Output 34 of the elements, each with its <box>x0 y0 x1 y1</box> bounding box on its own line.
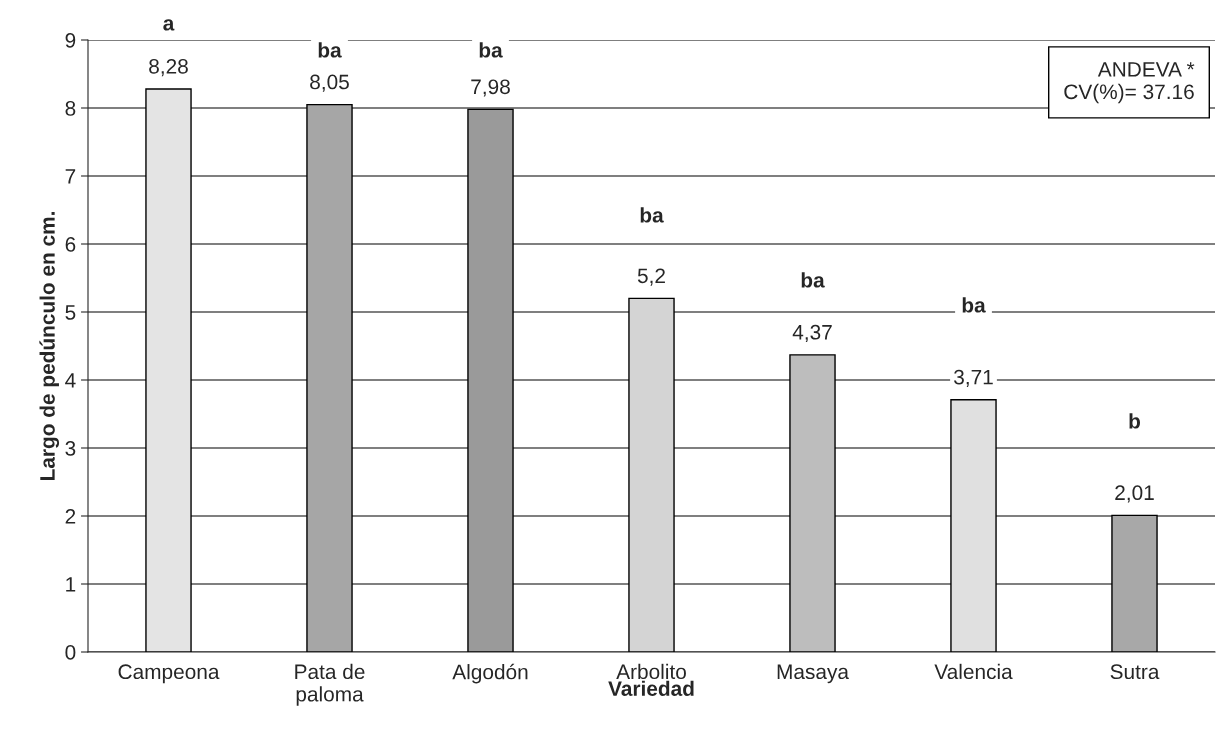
data-label: 2,01 <box>1115 485 1154 503</box>
annotation: ba <box>479 42 503 58</box>
x-tick-label: Arbolito <box>616 663 686 680</box>
y-tick-label: 5 <box>65 305 76 320</box>
data-label: 4,37 <box>792 324 832 343</box>
y-tick-label: 0 <box>65 645 76 660</box>
x-tick-label: Masaya <box>777 664 849 684</box>
y-tick-label: 1 <box>66 577 76 592</box>
y-axis-title: Largo de pedúnculo en cm. <box>39 211 60 481</box>
data-label: 8,28 <box>149 58 188 77</box>
text: a <box>163 19 175 31</box>
x-tick-label: Valencia <box>934 663 1013 680</box>
y-tick-label: 3 <box>65 441 76 456</box>
data-label: 5,2 <box>637 268 665 286</box>
x-tick-label: Campeona <box>118 664 220 684</box>
annotation: ba <box>962 297 986 313</box>
y-tick-label: 7 <box>65 169 76 184</box>
data-label: 3,71 <box>954 369 993 387</box>
annotation: ba <box>801 272 825 288</box>
annotation: ba <box>640 207 664 223</box>
data-label: 8,05 <box>310 74 349 92</box>
annotation: ba <box>318 42 342 58</box>
y-tick-label: 6 <box>65 237 76 252</box>
annotation: ANDEVA * CV(%)= 37.16 <box>1064 62 1195 104</box>
x-tick-label: Sutra <box>1110 664 1160 680</box>
y-tick-label: 4 <box>65 373 76 388</box>
y-tick-label: 9 <box>65 33 76 48</box>
y-tick-label: 2 <box>65 509 76 524</box>
x-axis-title: Variedad <box>608 680 694 696</box>
y-tick-label: 8 <box>65 101 76 116</box>
x-tick-label: Pata de paloma <box>295 663 365 706</box>
annotation: b <box>1129 413 1141 429</box>
x-tick-label: Algodón <box>452 663 528 684</box>
data-label: 7,98 <box>471 79 510 97</box>
